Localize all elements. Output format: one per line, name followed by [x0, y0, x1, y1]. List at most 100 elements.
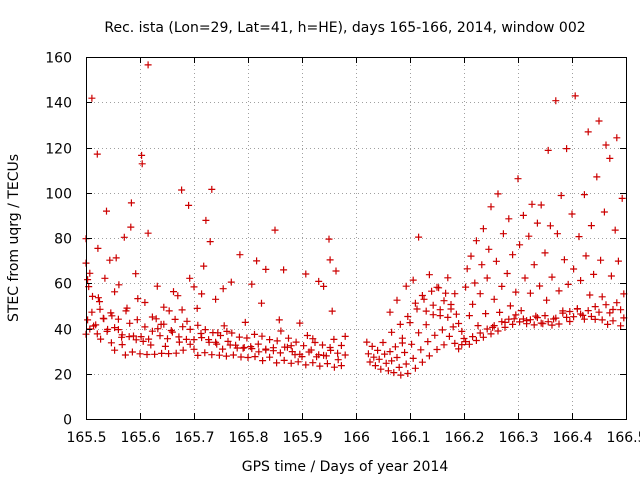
data-point [206, 238, 214, 246]
data-point [526, 316, 534, 324]
data-point [296, 319, 304, 327]
data-point [467, 252, 475, 260]
data-point [133, 316, 141, 324]
data-point [422, 321, 430, 329]
data-point [404, 313, 412, 320]
data-point [132, 270, 140, 278]
data-point [433, 346, 441, 353]
data-point [315, 351, 323, 359]
data-point [570, 265, 578, 273]
data-point [591, 315, 599, 323]
data-point [479, 333, 487, 341]
data-point [499, 230, 507, 238]
data-point [141, 299, 149, 306]
data-point [564, 280, 572, 288]
data-point [244, 354, 252, 361]
data-point [227, 278, 235, 286]
data-point [215, 351, 223, 359]
data-point [92, 321, 100, 329]
data-point [237, 353, 245, 361]
data-point [541, 312, 549, 320]
data-point [482, 310, 490, 318]
data-point [600, 208, 608, 216]
data-point [165, 307, 173, 315]
data-point [132, 336, 140, 344]
data-point [185, 201, 193, 209]
data-point [130, 332, 137, 340]
data-point [287, 359, 295, 367]
data-point [498, 318, 506, 326]
data-point [465, 340, 473, 348]
data-point [171, 315, 179, 323]
data-point [243, 334, 251, 342]
data-point [103, 207, 110, 215]
data-point [213, 340, 221, 348]
data-point [251, 330, 258, 338]
data-point [409, 276, 417, 284]
data-point [503, 270, 511, 277]
data-point [311, 339, 319, 346]
data-point [201, 349, 209, 357]
data-point [341, 332, 349, 340]
data-point [436, 306, 444, 314]
data-point [236, 251, 244, 259]
data-point [417, 346, 425, 354]
data-point [537, 319, 545, 327]
data-point [404, 370, 412, 377]
data-point [186, 274, 194, 282]
data-point [337, 362, 345, 370]
data-point [382, 359, 390, 367]
data-point [152, 315, 160, 323]
data-point [577, 310, 585, 318]
data-point [544, 318, 552, 326]
data-point [280, 266, 288, 274]
data-point [328, 307, 336, 315]
chart-title: Rec. ista (Lon=29, Lat=41, h=HE), days 1… [104, 20, 585, 36]
data-point [138, 151, 146, 159]
data-point [514, 175, 522, 183]
data-point [332, 267, 340, 275]
data-point [277, 327, 285, 335]
data-point [326, 256, 334, 264]
data-point [193, 304, 201, 312]
data-point [139, 337, 147, 345]
data-point [111, 346, 119, 354]
data-point [496, 308, 504, 316]
data-point [415, 329, 423, 337]
data-point [134, 295, 142, 303]
data-point [533, 219, 541, 227]
data-point [494, 327, 502, 335]
data-point [455, 345, 463, 353]
data-point [397, 371, 405, 379]
data-point [460, 335, 468, 342]
data-point [440, 297, 448, 305]
data-point [555, 320, 563, 328]
data-point [384, 367, 392, 375]
data-point [478, 261, 486, 269]
data-point [190, 345, 198, 353]
data-point [609, 306, 617, 313]
data-point [212, 295, 220, 303]
x-tick-label: 165.8 [228, 430, 268, 446]
y-tick-label: 80 [54, 232, 72, 248]
data-point [219, 285, 227, 293]
data-point [465, 312, 473, 320]
data-point [266, 336, 274, 344]
data-point [106, 256, 114, 264]
x-tick-label: 166.1 [390, 430, 430, 446]
data-point [170, 288, 177, 296]
data-point [253, 257, 261, 265]
data-point [96, 305, 104, 313]
data-point [607, 272, 615, 280]
x-tick-label: 165.7 [174, 430, 214, 446]
data-point [198, 290, 206, 298]
data-point [408, 340, 416, 348]
data-point [94, 294, 102, 302]
data-point [509, 251, 517, 259]
data-point [487, 203, 495, 211]
data-point [533, 314, 541, 322]
data-point [555, 287, 563, 295]
data-point [182, 335, 190, 343]
data-point [186, 340, 194, 348]
